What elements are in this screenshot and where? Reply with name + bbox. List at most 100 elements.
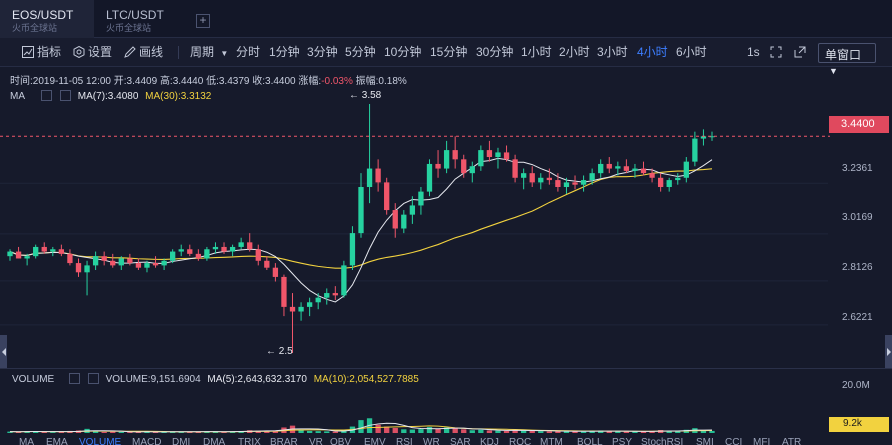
volume-bar	[50, 432, 56, 433]
candle-body	[229, 246, 236, 252]
indicator-tab-dmi[interactable]: DMI	[172, 437, 191, 445]
symbol-tab-bar: EOS/USDT 火币全球站 LTC/USDT 火币全球站 +	[0, 0, 892, 38]
candle-body	[580, 180, 587, 185]
indicator-tab-emv[interactable]: EMV	[364, 437, 386, 445]
window-mode-label: 单窗口	[825, 48, 862, 62]
low-annotation: ← 2.5	[266, 346, 293, 357]
volume-close-icon[interactable]	[87, 373, 99, 384]
info-time: 时间:2019-11-05 12:00	[10, 76, 111, 87]
timeframe-0[interactable]: 分时	[236, 45, 261, 59]
candle-body	[84, 265, 90, 273]
indicator-tab-stochrsi[interactable]: StochRSI	[641, 437, 684, 445]
volume-bar	[92, 431, 99, 433]
volume-bar	[195, 431, 201, 433]
volume-settings-icon[interactable]	[69, 373, 81, 384]
timeframe-8[interactable]: 2小时	[559, 45, 590, 59]
scroll-right-arrow[interactable]	[885, 335, 892, 369]
indicator-tab-kdj[interactable]: KDJ	[480, 437, 499, 445]
indicator-tab-ma[interactable]: MA	[19, 437, 34, 445]
add-tab-button[interactable]: +	[196, 14, 210, 28]
volume-bar	[135, 431, 142, 433]
tab-eos-usdt[interactable]: EOS/USDT 火币全球站	[0, 0, 94, 38]
interval-button[interactable]: 1s	[747, 45, 760, 59]
candle-body	[178, 249, 184, 252]
scroll-left-arrow[interactable]	[0, 335, 7, 369]
timeframe-6[interactable]: 30分钟	[476, 45, 514, 59]
window-mode-dropdown[interactable]: 单窗口 ▼	[818, 43, 876, 76]
timeframe-10[interactable]: 4小时	[637, 45, 668, 59]
indicator-tab-dma[interactable]: DMA	[203, 437, 226, 445]
volume-bar	[7, 431, 13, 433]
indicator-tab-obv[interactable]: OBV	[330, 437, 352, 445]
volume-bar	[384, 426, 390, 433]
info-change-value: -0.03%	[321, 76, 353, 87]
candlestick-chart[interactable]	[0, 100, 830, 362]
indicators-button[interactable]: 指标	[22, 45, 61, 59]
indicator-tab-volume[interactable]: VOLUME	[79, 437, 122, 445]
candle-body	[435, 163, 441, 169]
indicator-tab-roc[interactable]: ROC	[509, 437, 532, 445]
indicator-tab-brar[interactable]: BRAR	[270, 437, 298, 445]
volume-chart[interactable]	[0, 385, 830, 437]
timeframe-9[interactable]: 3小时	[597, 45, 628, 59]
candle-body	[401, 214, 407, 229]
volume-bar	[709, 430, 715, 433]
candle-body	[170, 251, 176, 261]
candle-body	[426, 163, 433, 192]
volume-axis-max: 20.0M	[842, 380, 870, 391]
indicator-tab-ema[interactable]: EMA	[46, 437, 68, 445]
indicator-tab-psy[interactable]: PSY	[612, 437, 633, 445]
timeframe-4[interactable]: 10分钟	[384, 45, 422, 59]
candle-body	[640, 168, 647, 174]
volume-bar	[118, 431, 124, 433]
indicator-tab-sar[interactable]: SAR	[450, 437, 471, 445]
timeframe-5[interactable]: 15分钟	[430, 45, 468, 59]
period-dropdown[interactable]: 周期 ▼	[190, 45, 228, 61]
timeframe-7[interactable]: 1小时	[521, 45, 552, 59]
settings-button[interactable]: 设置	[73, 45, 112, 59]
indicator-tab-rsi[interactable]: RSI	[396, 437, 413, 445]
indicator-tab-macd[interactable]: MACD	[132, 437, 162, 445]
timeframe-11[interactable]: 6小时	[676, 45, 707, 59]
volume-bar	[606, 431, 612, 433]
candle-body	[666, 180, 672, 187]
indicator-tab-wr[interactable]: WR	[423, 437, 440, 445]
indicator-tab-mtm[interactable]: MTM	[540, 437, 563, 445]
candle-body	[366, 168, 373, 187]
volume-bar	[666, 431, 672, 433]
candle-body	[324, 293, 330, 298]
draw-button[interactable]: 画线	[124, 45, 163, 59]
ohlc-info-bar: 时间:2019-11-05 12:00 开:3.4409 高:3.4440 低:…	[10, 72, 407, 87]
volume-bar	[229, 431, 236, 433]
volume-bar	[426, 427, 433, 433]
candle-body	[632, 168, 638, 171]
indicator-tab-boll[interactable]: BOLL	[577, 437, 603, 445]
ma-label: MA	[10, 91, 25, 102]
timeframe-3[interactable]: 5分钟	[345, 45, 376, 59]
volume-bar	[409, 429, 416, 433]
candle-body	[24, 256, 30, 259]
volume-bar	[41, 431, 47, 433]
popout-icon[interactable]	[794, 45, 809, 59]
candle-body	[110, 260, 116, 266]
pane-divider[interactable]	[0, 368, 892, 369]
info-change-label: 涨幅:	[298, 76, 322, 87]
indicator-tab-mfi[interactable]: MFI	[753, 437, 771, 445]
volume-bar	[33, 431, 39, 433]
candle-body	[546, 177, 552, 181]
indicator-tab-trix[interactable]: TRIX	[238, 437, 261, 445]
candle-body	[221, 246, 227, 252]
volume-bar	[623, 431, 630, 433]
indicator-tab-cci[interactable]: CCI	[725, 437, 743, 445]
timeframe-2[interactable]: 3分钟	[307, 45, 338, 59]
candle-body	[50, 249, 56, 252]
fullscreen-icon[interactable]	[770, 45, 785, 59]
indicator-tab-atr[interactable]: ATR	[782, 437, 802, 445]
volume-bar	[298, 429, 304, 433]
tab-ltc-usdt[interactable]: LTC/USDT 火币全球站	[94, 0, 188, 38]
indicator-tab-vr[interactable]: VR	[309, 437, 323, 445]
current-price-tag: 3.4400	[829, 116, 889, 133]
indicator-tab-smi[interactable]: SMI	[696, 437, 714, 445]
timeframe-1[interactable]: 1分钟	[269, 45, 300, 59]
candle-body	[247, 242, 253, 250]
